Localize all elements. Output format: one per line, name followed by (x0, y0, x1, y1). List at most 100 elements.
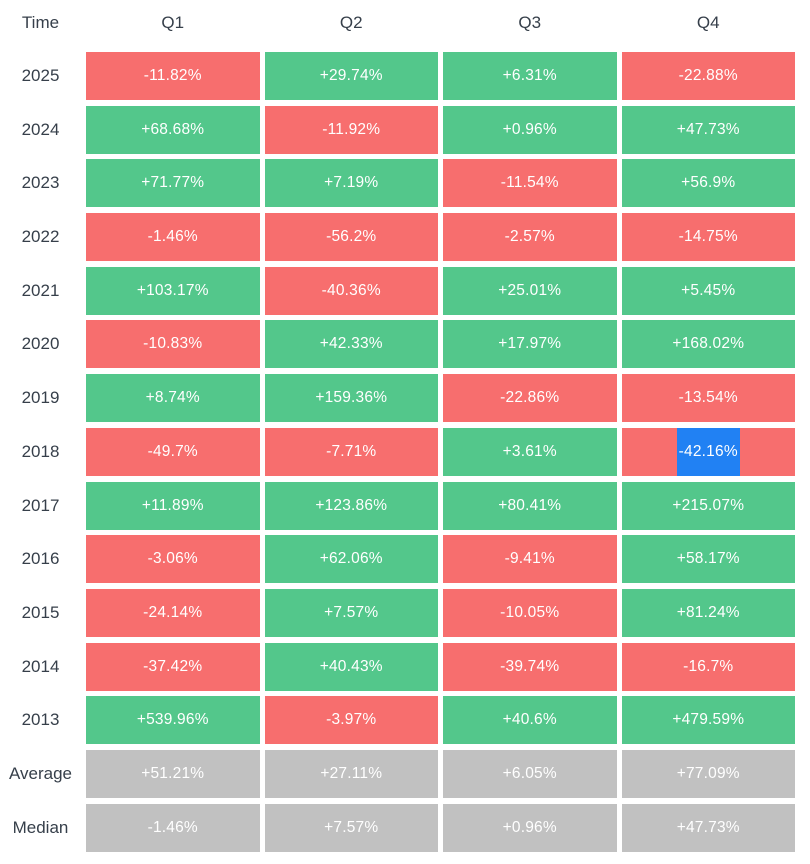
cell-2022-q4[interactable]: -14.75% (621, 213, 795, 262)
cell-value: +7.19% (324, 174, 379, 192)
cell-2023-q4[interactable]: +56.9% (621, 159, 795, 208)
cell-2022-q1[interactable]: -1.46% (86, 213, 260, 262)
cell-2015-q4[interactable]: +81.24% (621, 588, 795, 637)
cell-value: -10.05% (500, 603, 560, 621)
row-label-2018: 2018 (21, 441, 60, 461)
cell-value: -2.57% (504, 228, 555, 246)
row-label-2025: 2025 (21, 66, 60, 85)
cell-2019-q4[interactable]: -13.54% (621, 374, 795, 423)
cell-value: +68.68% (141, 120, 205, 138)
cell-2019-q2[interactable]: +159.36% (264, 374, 438, 423)
cell-2016-q2[interactable]: +62.06% (264, 535, 438, 584)
cell-2018-q3[interactable]: +3.61% (443, 427, 617, 476)
cell-2014-q1[interactable]: -37.42% (86, 642, 260, 691)
cell-value: +27.11% (320, 764, 383, 782)
cell-2013-q3[interactable]: +40.6% (443, 696, 617, 745)
table-body: 2025 -11.82% +29.74% +6.31% -22.88% 2024 +68.6… (0, 52, 795, 852)
cell-2017-q3[interactable]: +80.41% (443, 481, 617, 530)
cell-2014-q3[interactable]: -39.74% (443, 642, 617, 691)
cell-2015-q1[interactable]: -24.14% (86, 588, 260, 637)
cell-2018-q2[interactable]: -7.71% (264, 427, 438, 476)
cell-value: -1.46% (147, 228, 198, 246)
cell-value: +479.59% (672, 711, 745, 729)
cell-2025-q1[interactable]: -11.82% (86, 52, 260, 100)
cell-2024-q4[interactable]: +47.73% (621, 105, 795, 154)
cell-2016-q3[interactable]: -9.41% (443, 535, 617, 584)
cell-value: -40.36% (321, 281, 381, 299)
cell-2016-q1[interactable]: -3.06% (86, 535, 260, 584)
cell-median-q4[interactable]: +47.73% (621, 803, 795, 852)
cell-2014-q2[interactable]: +40.43% (264, 642, 438, 691)
cell-value: +29.74% (319, 67, 383, 84)
cell-2020-q1[interactable]: -10.83% (86, 320, 260, 369)
cell-2015-q3[interactable]: -10.05% (443, 588, 617, 637)
cell-2021-q3[interactable]: +25.01% (443, 266, 617, 315)
cell-value: -37.42% (143, 657, 203, 675)
cell-2021-q2[interactable]: -40.36% (264, 266, 438, 315)
cell-2025-q3[interactable]: +6.31% (443, 52, 617, 100)
row-label-2021: 2021 (21, 280, 60, 300)
cell-2023-q3[interactable]: -11.54% (443, 159, 617, 208)
row-label-2016: 2016 (21, 549, 60, 569)
column-header-q1: Q1 (161, 12, 185, 32)
row-label-2024: 2024 (21, 119, 60, 139)
cell-2017-q2[interactable]: +123.86% (264, 481, 438, 530)
cell-2021-q1[interactable]: +103.17% (86, 266, 260, 315)
cell-value: -7.71% (326, 442, 377, 460)
selected-cell-value: -42.16% (676, 427, 740, 476)
cell-2024-q1[interactable]: +68.68% (86, 105, 260, 154)
cell-2022-q2[interactable]: -56.2% (264, 213, 438, 262)
cell-value: +7.57% (324, 818, 379, 836)
cell-2019-q1[interactable]: +8.74% (86, 374, 260, 423)
cell-2016-q4[interactable]: +58.17% (621, 535, 795, 584)
cell-2020-q4[interactable]: +168.02% (621, 320, 795, 369)
cell-value: +42.33% (319, 335, 383, 353)
cell-value: -49.7% (147, 442, 198, 460)
cell-value: +8.74% (145, 389, 200, 407)
cell-2017-q1[interactable]: +11.89% (86, 481, 260, 530)
cell-2024-q2[interactable]: -11.92% (264, 105, 438, 154)
cell-2021-q4[interactable]: +5.45% (621, 266, 795, 315)
cell-2025-q2[interactable]: +29.74% (264, 52, 438, 100)
cell-value: +539.96% (136, 711, 209, 729)
cell-2018-q4[interactable]: -42.16% (621, 427, 795, 476)
cell-median-q2[interactable]: +7.57% (264, 803, 438, 852)
cell-2022-q3[interactable]: -2.57% (443, 213, 617, 262)
cell-average-q4[interactable]: +77.09% (621, 749, 795, 798)
column-header-q2: Q2 (339, 12, 363, 32)
cell-value: +56.9% (681, 174, 736, 192)
cell-value: +71.77% (141, 174, 205, 192)
cell-average-q1[interactable]: +51.21% (86, 749, 260, 798)
cell-2013-q4[interactable]: +479.59% (621, 696, 795, 745)
cell-2025-q4[interactable]: -22.88% (621, 52, 795, 100)
cell-value: +77.09% (676, 764, 740, 782)
cell-2019-q3[interactable]: -22.86% (443, 374, 617, 423)
cell-2014-q4[interactable]: -16.7% (621, 642, 795, 691)
cell-value: -16.7% (683, 657, 734, 675)
row-label-average: Average (8, 763, 72, 783)
cell-median-q3[interactable]: +0.96% (443, 803, 617, 852)
cell-2024-q3[interactable]: +0.96% (443, 105, 617, 154)
cell-value: -11.82% (143, 67, 202, 84)
row-label-2015: 2015 (21, 602, 60, 622)
cell-2023-q2[interactable]: +7.19% (264, 159, 438, 208)
cell-2020-q2[interactable]: +42.33% (264, 320, 438, 369)
cell-value: +62.06% (319, 550, 383, 568)
cell-value: +81.24% (676, 603, 740, 621)
cell-value: -24.14% (143, 603, 203, 621)
cell-average-q3[interactable]: +6.05% (443, 749, 617, 798)
cell-value: +5.45% (681, 281, 736, 299)
cell-2017-q4[interactable]: +215.07% (621, 481, 795, 530)
cell-value: +47.73% (676, 120, 740, 138)
cell-2020-q3[interactable]: +17.97% (443, 320, 617, 369)
cell-value: +40.43% (319, 657, 383, 675)
cell-2013-q1[interactable]: +539.96% (86, 696, 260, 745)
cell-value: -9.41% (504, 550, 555, 568)
cell-2013-q2[interactable]: -3.97% (264, 696, 438, 745)
cell-median-q1[interactable]: -1.46% (86, 803, 260, 852)
cell-2023-q1[interactable]: +71.77% (86, 159, 260, 208)
cell-2018-q1[interactable]: -49.7% (86, 427, 260, 476)
cell-2015-q2[interactable]: +7.57% (264, 588, 438, 637)
cell-value: +0.96% (502, 818, 557, 836)
cell-average-q2[interactable]: +27.11% (264, 749, 438, 798)
